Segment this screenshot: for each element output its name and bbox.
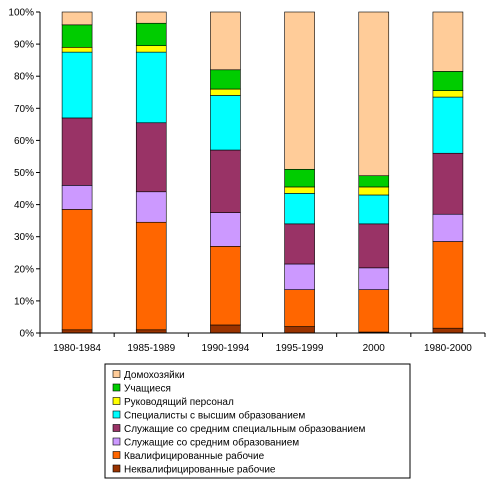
bar-segment [358, 289, 390, 333]
legend-swatch [112, 451, 121, 459]
y-tick-label: 10% [14, 296, 34, 307]
y-tick-label: 0% [20, 329, 35, 340]
legend-label: Руководящий персонал [124, 397, 234, 408]
bar-segment [432, 241, 464, 329]
bar-segment [135, 51, 167, 124]
legend-swatch [112, 397, 121, 405]
legend-swatch [112, 410, 121, 419]
y-tick-label: 80% [14, 72, 34, 83]
bar-segment [210, 212, 241, 247]
bar-segment [432, 71, 464, 91]
bar-segment [432, 213, 464, 242]
y-tick-label: 60% [14, 136, 34, 147]
legend-label: Служащие со средним образованием [124, 437, 299, 449]
legend-label: Учащиеся [124, 384, 171, 395]
bar-segment [61, 11, 93, 26]
legend-label: Специалисты с высшим образованием [124, 410, 305, 422]
bars [61, 11, 464, 334]
bar-segment [210, 69, 241, 90]
legend-label: Домохозяйки [124, 370, 185, 381]
x-tick-label: 1995-1999 [276, 343, 324, 354]
bar-segment [61, 47, 93, 53]
x-axis: 1980-1984 1985-1989 1990-1994 1995-1999 2000… [39, 332, 486, 354]
x-tick-label: 1980-1984 [53, 343, 101, 354]
bar-segment [135, 221, 167, 331]
bar-segment [358, 194, 390, 225]
bar-segment [210, 149, 241, 213]
bar-segment [284, 289, 315, 327]
bar-segment [358, 175, 390, 188]
bar-segment [61, 117, 93, 186]
bar-segment [210, 95, 241, 151]
bar-segment [284, 193, 315, 225]
legend-label: Служащие со средним специальным образова… [124, 423, 366, 435]
bar-segment [210, 246, 241, 326]
y-tick-label: 100% [8, 8, 34, 19]
legend-swatch [112, 383, 121, 392]
bar-segment [135, 191, 167, 223]
bar-segment [358, 267, 390, 290]
legend-swatch [112, 424, 121, 432]
y-tick-label: 70% [14, 104, 34, 115]
bar-segment [284, 326, 315, 334]
bar-segment [61, 209, 93, 331]
legend: Домохозяйки Учащиеся Руководящий персонал С… [104, 363, 411, 479]
bar-segment [284, 223, 315, 265]
bar-segment [135, 122, 167, 193]
legend-label: Неквалифицированные рабочие [124, 464, 276, 476]
bar-segment [284, 11, 315, 170]
bar-segment [358, 186, 390, 196]
bar-segment [432, 96, 464, 154]
x-tick-label: 1985-1989 [127, 343, 175, 354]
bar-segment [432, 152, 464, 215]
x-tick-label: 1980-2000 [424, 343, 472, 354]
x-tick-label: 2000 [363, 343, 386, 354]
bar-segment [284, 263, 315, 290]
y-tick-label: 30% [14, 232, 34, 243]
y-tick-label: 90% [14, 40, 34, 51]
bar-segment [61, 51, 93, 119]
bar-segment [284, 168, 315, 188]
bar-segment [135, 11, 167, 24]
legend-box [104, 363, 411, 479]
bar-segment [61, 24, 93, 48]
y-tick-label: 50% [14, 168, 34, 179]
bar-segment [432, 11, 464, 72]
y-tick-label: 20% [14, 264, 34, 275]
y-tick-label: 40% [14, 200, 34, 211]
bar-segment [135, 45, 167, 53]
bar-segment [210, 88, 241, 96]
legend-swatch [112, 437, 121, 446]
bar-segment [358, 223, 390, 269]
legend-swatch [112, 370, 121, 378]
bar-segment [61, 185, 93, 210]
bar-segment [284, 186, 315, 194]
y-axis: 0% 10% 20% 30% 40% 50% 60% 70% 80% 90% 100% [8, 8, 41, 340]
x-tick-label: 1990-1994 [202, 343, 250, 354]
bar-segment [358, 11, 390, 177]
bar-segment [210, 11, 241, 71]
bar-segment [432, 327, 464, 334]
legend-label: Квалифицированные рабочие [124, 450, 265, 462]
legend-swatch [112, 464, 121, 473]
bar-segment [210, 324, 241, 334]
bar-segment [135, 22, 167, 47]
bar-segment [432, 90, 464, 98]
